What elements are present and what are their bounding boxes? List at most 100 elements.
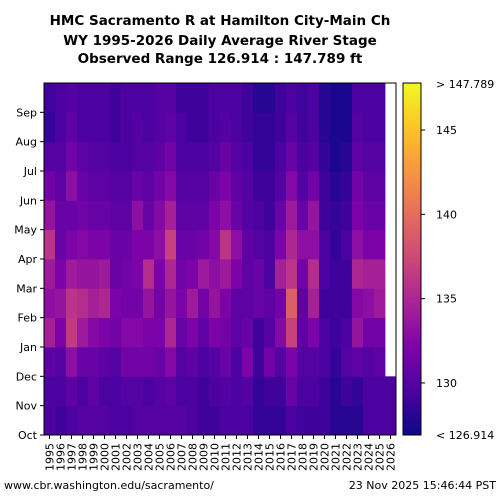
cell-1996-feb <box>55 288 67 319</box>
cell-2001-apr <box>110 229 122 260</box>
x-tick-label-2001: 2001 <box>110 443 123 471</box>
cell-2003-mar <box>132 259 144 289</box>
cell-2007-sep <box>176 83 188 113</box>
cell-2006-oct <box>165 405 177 436</box>
y-tick-label-feb: Feb <box>18 312 37 325</box>
cell-2019-jun <box>308 171 320 201</box>
cell-2012-sep <box>231 83 243 113</box>
x-tick-label-1995: 1995 <box>44 443 57 471</box>
cell-2013-mar <box>242 259 254 289</box>
cell-2004-apr <box>143 229 155 260</box>
cell-2004-oct <box>143 405 155 436</box>
cell-2025-nov <box>374 376 386 407</box>
cell-2015-aug <box>264 112 276 143</box>
cell-2023-oct <box>352 405 364 436</box>
cell-2004-nov <box>143 376 155 407</box>
cell-2019-jan <box>308 317 320 348</box>
cell-2003-oct <box>132 405 144 436</box>
cell-2010-feb <box>209 288 221 319</box>
cell-2012-feb <box>231 288 243 319</box>
cell-2005-apr <box>154 229 166 260</box>
cell-2010-jul <box>209 141 221 172</box>
cell-2006-nov <box>165 376 177 407</box>
cell-2016-oct <box>275 405 287 436</box>
colorbar-tick-label-135: 135 <box>436 293 457 306</box>
cell-2022-jul <box>341 141 353 172</box>
cell-2020-jun <box>319 171 331 201</box>
cell-1999-apr <box>88 229 100 260</box>
cell-2023-mar <box>352 259 364 289</box>
cell-2007-apr <box>176 229 188 260</box>
cell-2024-nov <box>363 376 375 407</box>
cell-2006-aug <box>165 112 177 143</box>
x-tick-label-2011: 2011 <box>220 443 233 471</box>
chart-title-line-1: HMC Sacramento R at Hamilton City-Main C… <box>50 13 391 29</box>
cell-2014-may <box>253 200 265 231</box>
cell-2019-oct <box>308 405 320 436</box>
cell-2001-feb <box>110 288 122 319</box>
cell-1999-dec <box>88 347 100 377</box>
cell-1998-nov <box>77 376 89 407</box>
cell-2005-jun <box>154 171 166 201</box>
cell-2002-oct <box>121 405 133 436</box>
cell-2014-feb <box>253 288 265 319</box>
cell-1996-nov <box>55 376 67 407</box>
x-tick-label-2012: 2012 <box>231 443 244 471</box>
cell-2012-nov <box>231 376 243 407</box>
cell-2007-feb <box>176 288 188 319</box>
cell-1999-aug <box>88 112 100 143</box>
cell-2021-may <box>330 200 342 231</box>
cell-2008-jun <box>187 171 199 201</box>
cell-2023-jul <box>352 141 364 172</box>
cell-2001-jan <box>110 317 122 348</box>
cell-2002-mar <box>121 259 133 289</box>
cell-2007-mar <box>176 259 188 289</box>
cell-2016-may <box>275 200 287 231</box>
cell-2021-nov <box>330 376 342 407</box>
x-tick-label-2015: 2015 <box>264 443 277 471</box>
cell-2012-mar <box>231 259 243 289</box>
cell-2022-feb <box>341 288 353 319</box>
cell-2005-jan <box>154 317 166 348</box>
cell-2020-jul <box>319 141 331 172</box>
cell-2014-nov <box>253 376 265 407</box>
cell-2001-jul <box>110 141 122 172</box>
cell-2024-dec <box>363 347 375 377</box>
x-tick-label-2009: 2009 <box>198 443 211 471</box>
cell-2015-jun <box>264 171 276 201</box>
cell-1996-jun <box>55 171 67 201</box>
cell-1999-jan <box>88 317 100 348</box>
cell-2020-oct <box>319 405 331 436</box>
cell-2020-apr <box>319 229 331 260</box>
cell-2000-jan <box>99 317 111 348</box>
cell-2024-mar <box>363 259 375 289</box>
cell-2007-dec <box>176 347 188 377</box>
cell-2005-mar <box>154 259 166 289</box>
cell-2002-apr <box>121 229 133 260</box>
cell-2025-oct <box>374 405 386 436</box>
x-tick-label-2024: 2024 <box>363 443 376 471</box>
cell-2017-mar <box>286 259 298 289</box>
cell-2018-may <box>297 200 309 231</box>
cell-2011-dec <box>220 347 232 377</box>
cell-2008-nov <box>187 376 199 407</box>
cell-2009-feb <box>198 288 210 319</box>
cell-2011-sep <box>220 83 232 113</box>
cell-1997-apr <box>66 229 78 260</box>
cell-2022-jun <box>341 171 353 201</box>
cell-1999-may <box>88 200 100 231</box>
cell-2025-jul <box>374 141 386 172</box>
cell-2019-sep <box>308 83 320 113</box>
cell-2010-aug <box>209 112 221 143</box>
cell-2003-nov <box>132 376 144 407</box>
cell-1995-jun <box>44 171 56 201</box>
cell-1997-jul <box>66 141 78 172</box>
cell-2002-jan <box>121 317 133 348</box>
cell-1998-jul <box>77 141 89 172</box>
cell-2008-apr <box>187 229 199 260</box>
cell-2014-mar <box>253 259 265 289</box>
cell-2019-nov <box>308 376 320 407</box>
cell-2011-may <box>220 200 232 231</box>
cell-2010-apr <box>209 229 221 260</box>
cell-2014-jul <box>253 141 265 172</box>
